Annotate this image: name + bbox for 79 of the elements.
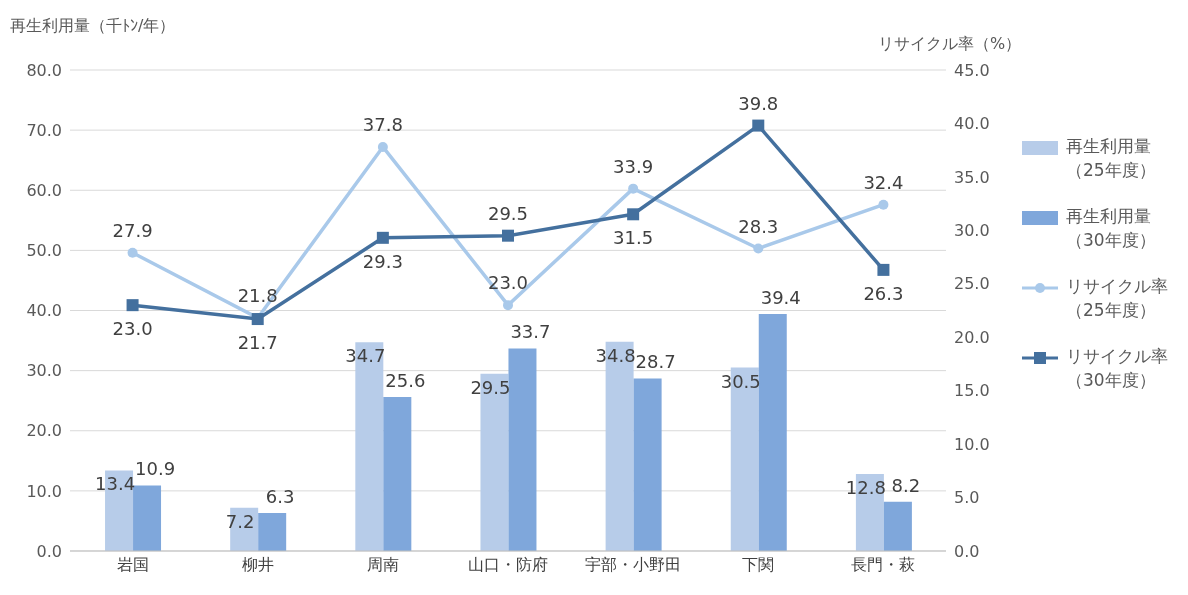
point bbox=[628, 183, 639, 194]
y-tick-label: 70.0 bbox=[26, 120, 62, 140]
y-tick-label: 10.0 bbox=[26, 481, 62, 501]
point bbox=[126, 299, 139, 312]
data-label: 27.9 bbox=[112, 219, 153, 241]
data-label: 23.0 bbox=[112, 318, 153, 340]
data-label: 28.3 bbox=[738, 215, 779, 237]
y-tick-label: 60.0 bbox=[26, 180, 62, 200]
y2-tick-label: 15.0 bbox=[954, 381, 990, 401]
y2-tick-label: 0.0 bbox=[954, 541, 980, 561]
data-label: 39.8 bbox=[738, 92, 779, 114]
data-label: 33.7 bbox=[510, 321, 551, 343]
bar bbox=[383, 397, 412, 551]
point bbox=[127, 247, 138, 258]
point bbox=[753, 243, 764, 254]
y2-tick-label: 20.0 bbox=[954, 327, 990, 347]
y2-tick-label: 25.0 bbox=[954, 274, 990, 294]
data-label: 7.2 bbox=[225, 510, 255, 532]
y2-tick-label: 5.0 bbox=[954, 488, 980, 508]
point bbox=[752, 119, 765, 132]
data-label: 28.7 bbox=[635, 351, 676, 373]
y2-tick-label: 40.0 bbox=[954, 114, 990, 134]
y2-tick-label: 35.0 bbox=[954, 167, 990, 187]
data-label: 21.8 bbox=[237, 284, 278, 306]
y-tick-label: 0.0 bbox=[36, 541, 62, 561]
legend-label: 再生利用量（30年度） bbox=[1066, 205, 1157, 252]
bar bbox=[258, 513, 287, 551]
point bbox=[502, 229, 514, 242]
legend-label: リサイクル率（30年度） bbox=[1066, 345, 1169, 392]
data-label: 13.4 bbox=[95, 473, 136, 495]
y-axis-title: 再生利用量（千ﾄﾝ/年） bbox=[10, 16, 176, 37]
data-label: 29.5 bbox=[487, 202, 529, 224]
data-label: 8.2 bbox=[891, 474, 921, 496]
point bbox=[878, 199, 889, 210]
data-label: 25.6 bbox=[385, 370, 426, 392]
point bbox=[376, 231, 389, 244]
bar bbox=[883, 501, 912, 551]
data-label: 6.3 bbox=[265, 486, 295, 508]
data-label: 29.3 bbox=[362, 250, 403, 272]
x-tick-label: 宇部・小野田 bbox=[585, 555, 682, 575]
legend-label: リサイクル率（25年度） bbox=[1066, 275, 1169, 322]
data-label: 26.3 bbox=[863, 282, 904, 304]
data-label: 39.4 bbox=[760, 287, 801, 309]
y-tick-label: 30.0 bbox=[26, 361, 62, 381]
point bbox=[877, 263, 890, 276]
data-label: 34.8 bbox=[595, 344, 636, 366]
data-label: 33.9 bbox=[613, 155, 654, 177]
y2-tick-label: 10.0 bbox=[954, 434, 990, 454]
x-tick-label: 柳井 bbox=[241, 555, 274, 575]
bar bbox=[133, 485, 162, 551]
x-tick-label: 下関 bbox=[742, 555, 775, 575]
y-tick-label: 20.0 bbox=[26, 421, 62, 441]
data-label: 31.5 bbox=[613, 227, 654, 249]
data-label: 37.8 bbox=[362, 113, 403, 135]
y2-axis-title: リサイクル率（%） bbox=[878, 34, 1022, 55]
data-label: 32.4 bbox=[863, 171, 904, 193]
x-tick-label: 周南 bbox=[366, 555, 399, 575]
bar bbox=[508, 348, 537, 551]
bar bbox=[633, 378, 662, 551]
point bbox=[503, 300, 513, 311]
legend-label: 再生利用量（25年度） bbox=[1066, 135, 1157, 182]
data-label: 34.7 bbox=[345, 345, 386, 367]
point bbox=[627, 208, 640, 221]
data-label: 12.8 bbox=[845, 477, 886, 499]
y-tick-label: 80.0 bbox=[26, 60, 62, 80]
x-tick-label: 長門・萩 bbox=[851, 555, 916, 575]
y2-tick-label: 30.0 bbox=[954, 221, 990, 241]
bar bbox=[758, 314, 787, 551]
data-label: 29.5 bbox=[470, 376, 511, 398]
x-tick-label: 山口・防府 bbox=[468, 555, 548, 575]
y2-tick-label: 45.0 bbox=[954, 60, 990, 80]
y-tick-label: 40.0 bbox=[26, 301, 62, 321]
data-label: 21.7 bbox=[237, 332, 278, 354]
point bbox=[377, 141, 388, 152]
data-label: 23.0 bbox=[487, 272, 529, 294]
data-label: 10.9 bbox=[135, 458, 176, 480]
data-label: 30.5 bbox=[720, 370, 761, 392]
y-tick-label: 50.0 bbox=[26, 241, 62, 261]
x-tick-label: 岩国 bbox=[116, 555, 149, 575]
